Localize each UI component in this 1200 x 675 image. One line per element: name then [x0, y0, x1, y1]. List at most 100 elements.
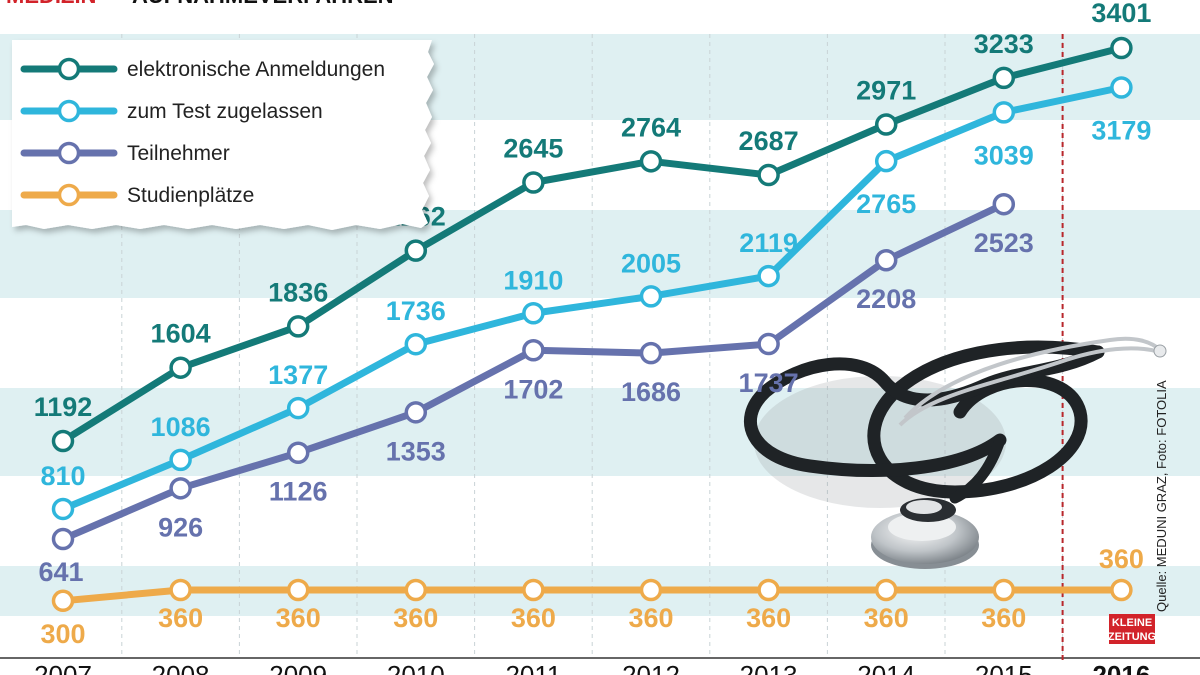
stethoscope-image: [743, 336, 1167, 569]
data-point-anmeldungen: [404, 239, 428, 262]
data-point-studienplaetze: [169, 578, 192, 602]
data-label-anmeldungen: 2645: [503, 133, 563, 163]
data-point-zugelassen: [992, 101, 1016, 124]
data-point-zugelassen: [286, 396, 310, 420]
header-separator: –: [110, 0, 122, 8]
data-point-studienplaetze: [522, 578, 545, 602]
data-label-studienplaetze: 360: [981, 603, 1026, 633]
data-point-studienplaetze: [286, 578, 310, 602]
data-point-zugelassen: [404, 332, 428, 356]
data-point-teilnehmer: [992, 192, 1016, 216]
legend-label-teilnehmer: Teilnehmer: [127, 142, 230, 165]
legend-marker-studienplaetze: [57, 183, 81, 207]
x-tick-label: 2007: [34, 660, 92, 675]
data-point-anmeldungen: [1110, 36, 1133, 60]
x-axis-year-labels: 2007 2008 2009 2010 2011 2012 2013 2014 2015 2016: [34, 660, 1150, 675]
data-label-zugelassen: 2005: [621, 248, 681, 278]
data-point-zugelassen: [51, 497, 75, 521]
data-label-studienplaetze: 360: [746, 603, 791, 633]
data-label-studienplaetze: 360: [158, 603, 203, 633]
legend-marker-zugelassen: [57, 99, 81, 123]
data-point-anmeldungen: [757, 163, 780, 187]
data-label-teilnehmer: 641: [38, 557, 83, 587]
data-label-anmeldungen: 3401: [1091, 0, 1151, 28]
data-point-zugelassen: [522, 302, 545, 325]
data-point-zugelassen: [1110, 76, 1133, 99]
data-label-zugelassen: 3039: [974, 140, 1034, 170]
data-label-studienplaetze: 360: [393, 603, 438, 633]
data-point-anmeldungen: [874, 113, 898, 136]
x-tick-label: 2009: [269, 660, 327, 675]
x-tick-label: 2014: [857, 660, 915, 675]
data-label-zugelassen: 1910: [503, 265, 563, 295]
data-point-teilnehmer: [757, 332, 780, 356]
data-label-zugelassen: 1086: [151, 412, 211, 442]
x-tick-label: 2016: [1092, 660, 1150, 675]
legend: elektronische Anmeldungen zum Test zugela…: [12, 40, 434, 230]
data-label-studienplaetze: 360: [628, 603, 673, 633]
data-label-studienplaetze: 360: [864, 603, 909, 633]
data-label-studienplaetze: 360: [1099, 544, 1144, 574]
data-point-studienplaetze: [639, 578, 663, 602]
data-label-teilnehmer: 926: [158, 512, 203, 542]
header-right-text: AUFNAHMEVERFAHREN: [132, 0, 394, 8]
data-label-teilnehmer: 2208: [856, 284, 916, 314]
data-label-teilnehmer: 1737: [739, 368, 799, 398]
data-point-studienplaetze: [992, 578, 1016, 602]
series-line-anmeldungen: [59, 44, 1125, 445]
data-label-zugelassen: 1377: [268, 360, 328, 390]
kleine-zeitung-logo: KLEINE ZEITUNG: [1108, 614, 1156, 644]
data-label-zugelassen: 1736: [386, 296, 446, 326]
data-point-studienplaetze: [51, 589, 75, 613]
data-point-zugelassen: [757, 264, 780, 288]
background-bands: [0, 34, 1200, 616]
data-label-zugelassen: 2765: [856, 189, 916, 219]
data-label-anmeldungen: 1836: [268, 277, 328, 307]
legend-label-anmeldungen: elektronische Anmeldungen: [127, 58, 385, 81]
data-point-zugelassen: [639, 285, 663, 308]
x-tick-label: 2010: [387, 660, 445, 675]
data-label-teilnehmer: 2523: [974, 228, 1034, 258]
data-point-studienplaetze: [404, 578, 428, 602]
data-point-teilnehmer: [51, 527, 75, 551]
data-label-zugelassen: 2119: [739, 228, 798, 258]
x-tick-label: 2015: [975, 660, 1033, 675]
data-label-teilnehmer: 1126: [269, 477, 328, 507]
x-tick-label: 2013: [740, 660, 798, 675]
data-label-teilnehmer: 1702: [503, 374, 563, 404]
data-point-anmeldungen: [522, 171, 545, 194]
legend-marker-anmeldungen: [57, 57, 81, 81]
data-point-anmeldungen: [992, 66, 1016, 90]
legend-label-zugelassen: zum Test zugelassen: [127, 100, 323, 123]
data-point-anmeldungen: [51, 429, 75, 453]
data-point-zugelassen: [874, 149, 898, 173]
series-lines: [51, 36, 1133, 613]
data-point-studienplaetze: [1110, 578, 1133, 602]
data-label-zugelassen: 810: [40, 461, 85, 491]
page-header: MEDIZIN – AUFNAHMEVERFAHREN: [6, 0, 394, 8]
data-label-studienplaetze: 360: [276, 603, 321, 633]
legend-box: [12, 40, 434, 230]
svg-text:KLEINE: KLEINE: [1112, 617, 1152, 629]
data-point-anmeldungen: [286, 315, 310, 338]
data-label-anmeldungen: 2687: [739, 126, 799, 156]
data-point-anmeldungen: [639, 150, 663, 173]
series-line-zugelassen: [59, 83, 1125, 513]
data-label-studienplaetze: 360: [511, 603, 556, 633]
data-point-teilnehmer: [874, 248, 898, 272]
data-point-teilnehmer: [169, 477, 192, 500]
series-line-studienplaetze: [59, 586, 1125, 605]
svg-text:ZEITUNG: ZEITUNG: [1108, 631, 1156, 643]
data-point-zugelassen: [169, 448, 192, 472]
data-label-anmeldungen: 1604: [151, 319, 211, 349]
data-label-anmeldungen: 3233: [974, 29, 1034, 59]
data-label-teilnehmer: 1353: [386, 436, 446, 466]
data-point-teilnehmer: [522, 339, 545, 362]
data-point-anmeldungen: [169, 356, 192, 379]
data-label-anmeldungen: 1192: [34, 392, 93, 422]
legend-marker-teilnehmer: [57, 141, 81, 165]
data-point-studienplaetze: [874, 578, 898, 602]
x-tick-label: 2012: [622, 660, 680, 675]
source-credit: Quelle: MEDUNI GRAZ, Foto: FOTOLIA: [1154, 380, 1169, 612]
